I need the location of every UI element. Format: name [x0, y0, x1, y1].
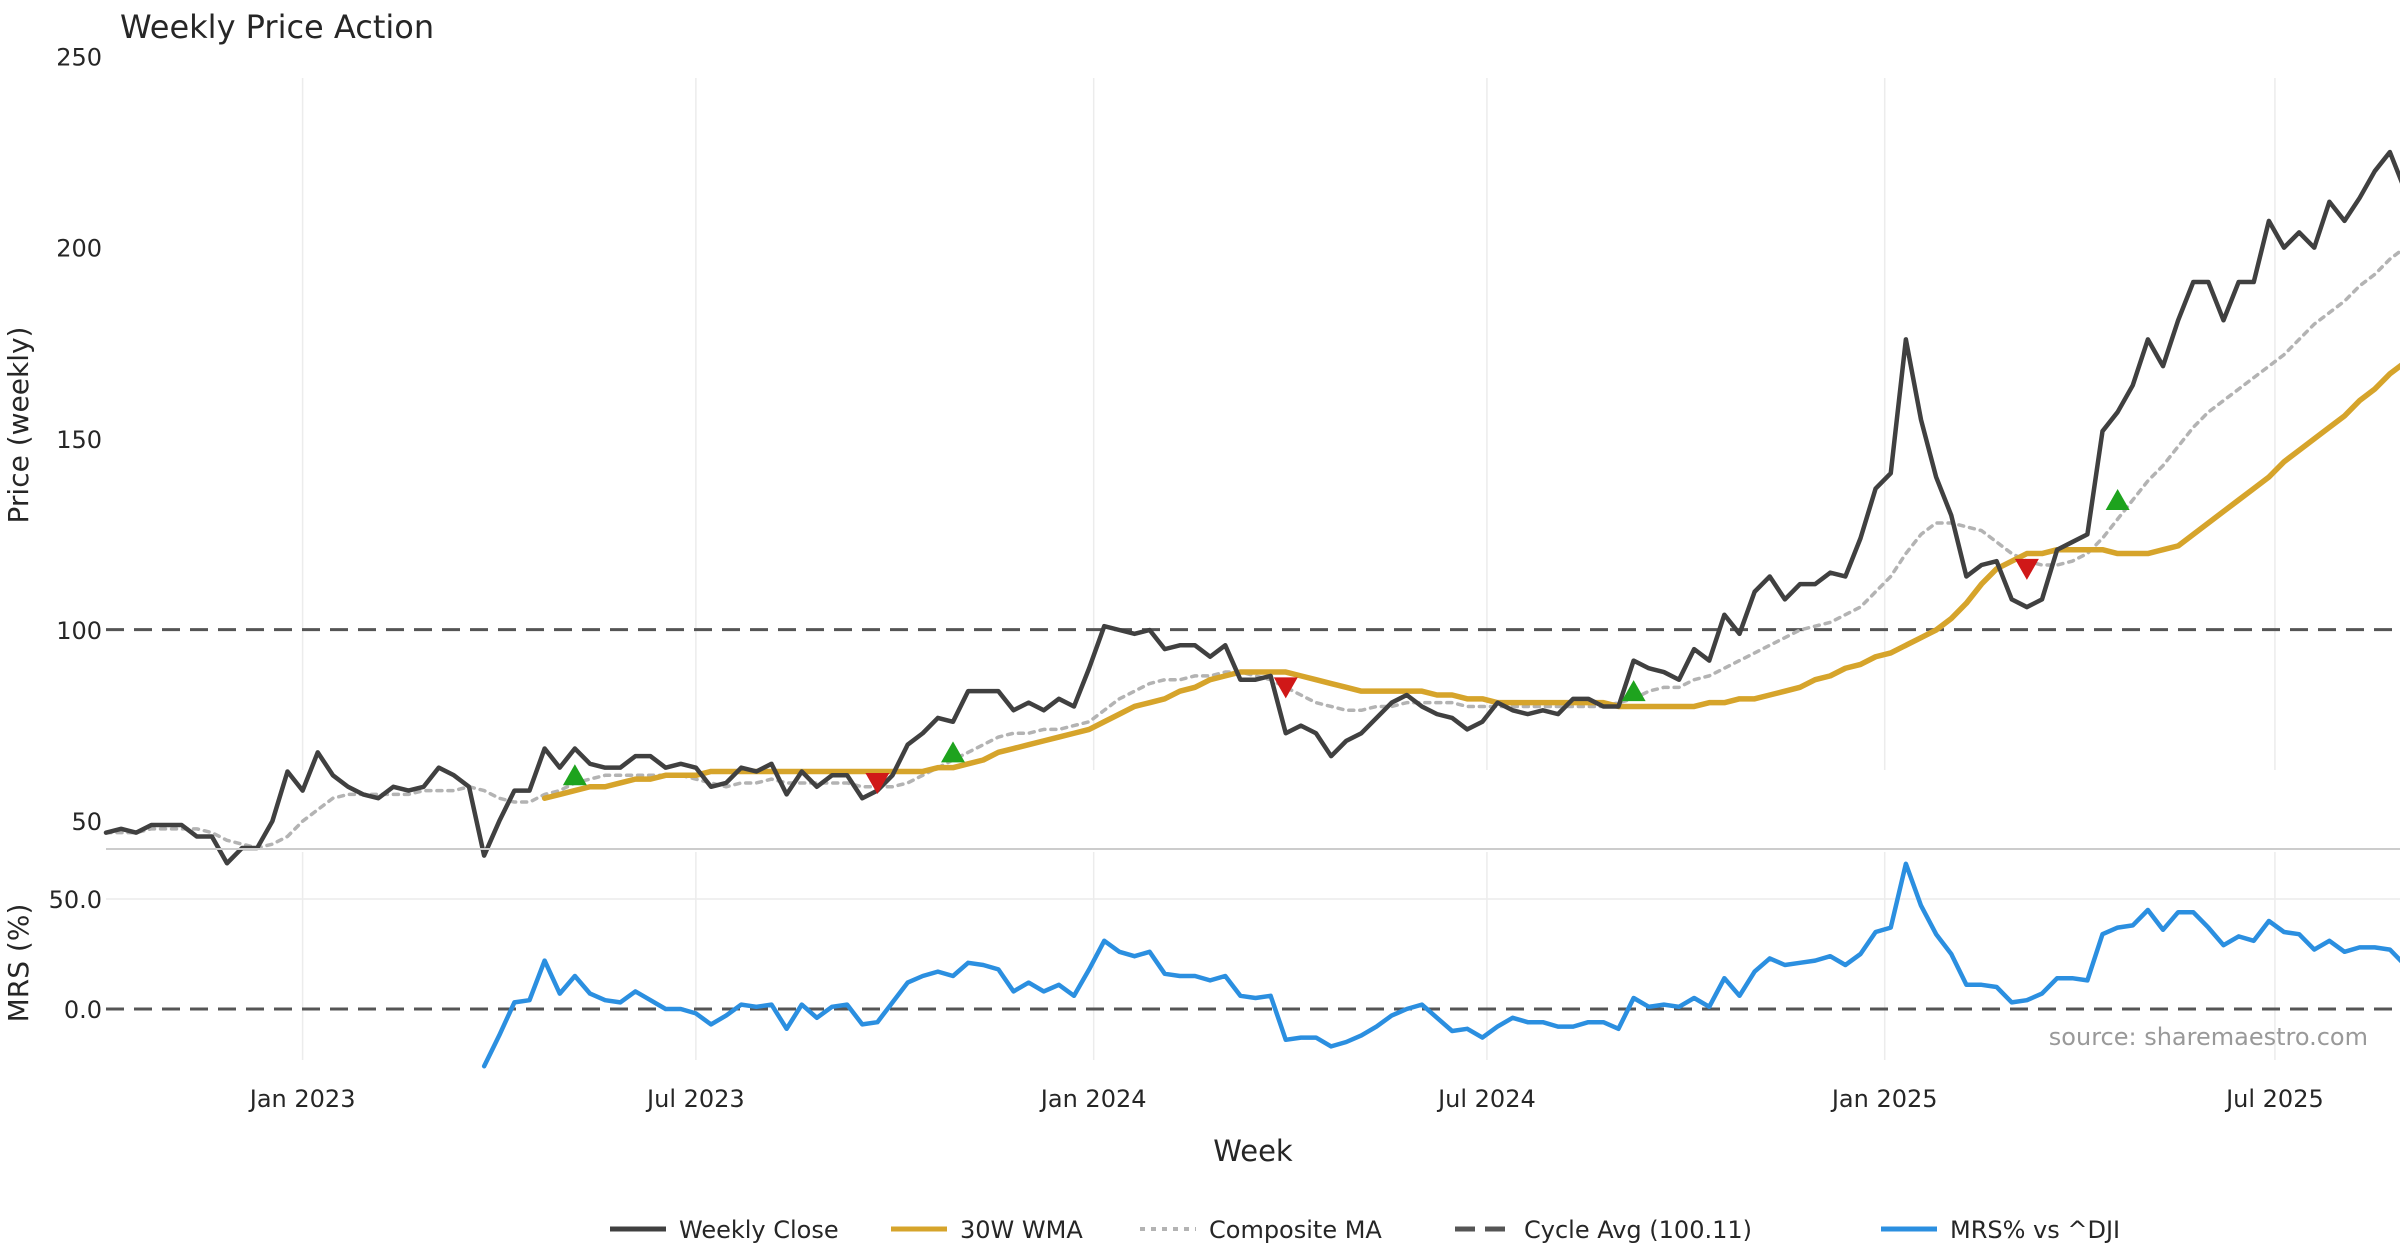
legend: Weekly Close 30W WMA Composite MA Cycle Avg… [610, 1216, 2120, 1244]
wma-30w-line [541, 362, 2400, 801]
mrs-y-tick-label: 50.0 [49, 886, 102, 914]
sell-signal-marker [1273, 677, 1298, 699]
price-y-tick-label: 250 [56, 43, 102, 71]
legend-label: Weekly Close [679, 1216, 839, 1244]
composite-ma-line [104, 249, 2400, 850]
x-axis-label: Week [1213, 1134, 1293, 1168]
price-y-tick-label: 50 [71, 808, 102, 836]
mrs-panel: Jan 2023 Jul 2023 Jan 2024 Jul 2024 Jan 2025… [49, 852, 2400, 1113]
legend-label: MRS% vs ^DJI [1950, 1216, 2120, 1244]
price-y-label: Price (weekly) [2, 327, 35, 524]
buy-signal-marker [2105, 489, 2130, 511]
x-tick-label: Jan 2023 [248, 1085, 356, 1113]
x-tick-label: Jul 2024 [1436, 1085, 1536, 1113]
x-tick-label: Jan 2024 [1039, 1085, 1147, 1113]
legend-label: Cycle Avg (100.11) [1524, 1216, 1752, 1244]
buy-signal-marker [562, 764, 587, 786]
buy-signal-marker [941, 741, 965, 763]
mrs-y-label: MRS (%) [2, 904, 35, 1023]
x-tick-label: Jan 2025 [1830, 1085, 1938, 1113]
x-tick-label: Jul 2023 [645, 1085, 745, 1113]
price-y-tick-label: 150 [56, 426, 102, 454]
price-panel: 50 100 150 200 250 [56, 43, 2400, 866]
sell-signal-marker [865, 772, 890, 794]
sell-signal-marker [2014, 558, 2039, 580]
x-tick-label: Jul 2025 [2224, 1085, 2324, 1113]
weekly-close-line [103, 149, 2400, 866]
buy-signal-marker [1621, 680, 1646, 702]
source-annotation: source: sharemaestro.com [2049, 1023, 2368, 1051]
mrs-line [481, 861, 2400, 1069]
legend-label: 30W WMA [960, 1216, 1083, 1244]
mrs-y-tick-label: 0.0 [64, 996, 102, 1024]
price-y-tick-label: 200 [56, 235, 102, 263]
legend-label: Composite MA [1209, 1216, 1382, 1244]
chart-title: Weekly Price Action [120, 8, 434, 46]
price-y-tick-label: 100 [56, 617, 102, 645]
